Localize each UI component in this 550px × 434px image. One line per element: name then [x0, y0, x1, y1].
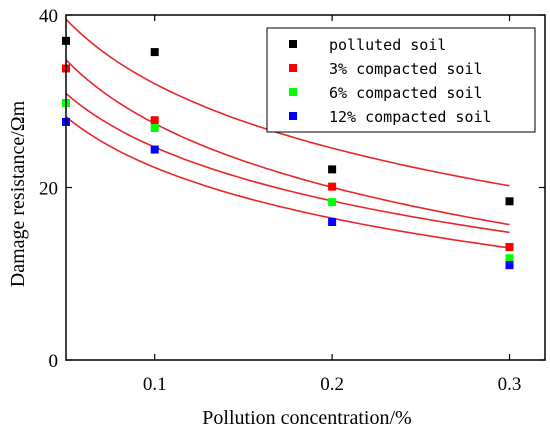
legend-marker: [289, 112, 297, 120]
data-point: [505, 261, 514, 270]
fit-curve: [65, 18, 510, 187]
x-axis-label: Pollution concentration/%: [202, 407, 411, 429]
legend-box: [266, 27, 536, 133]
legend: polluted soil 3% compacted soil 6% compact…: [266, 27, 536, 133]
ticks: 0.1 0.2 0.3 0 20 40: [39, 6, 545, 395]
fit-curve: [65, 92, 510, 234]
x-tick-label: 0.3: [498, 374, 522, 395]
fit-curve: [65, 59, 510, 226]
y-axis-label: Damage resistance/Ωm: [7, 100, 29, 287]
y-tick-label: 40: [39, 6, 58, 27]
legend-marker: [289, 40, 297, 48]
data-point: [150, 145, 159, 154]
data-point: [328, 182, 337, 191]
fit-curves: [65, 18, 510, 249]
data-point: [150, 48, 159, 57]
legend-label: 3% compacted soil: [329, 60, 483, 78]
legend-label: 6% compacted soil: [329, 84, 483, 102]
data-point: [505, 243, 514, 252]
legend-marker: [289, 88, 297, 96]
fit-curve: [65, 116, 510, 249]
data-point: [328, 218, 337, 226]
legend-label: polluted soil: [329, 36, 446, 54]
data-point: [328, 165, 337, 174]
legend-marker: [289, 64, 297, 72]
x-tick-label: 0.1: [143, 374, 167, 395]
y-tick-label: 0: [49, 351, 59, 372]
data-point: [505, 254, 514, 263]
x-tick-label: 0.2: [320, 374, 344, 395]
data-point: [150, 116, 159, 125]
data-point: [505, 197, 514, 206]
y-tick-label: 20: [39, 179, 58, 200]
legend-label: 12% compacted soil: [329, 108, 492, 126]
data-point: [328, 198, 337, 207]
data-point: [150, 123, 159, 132]
